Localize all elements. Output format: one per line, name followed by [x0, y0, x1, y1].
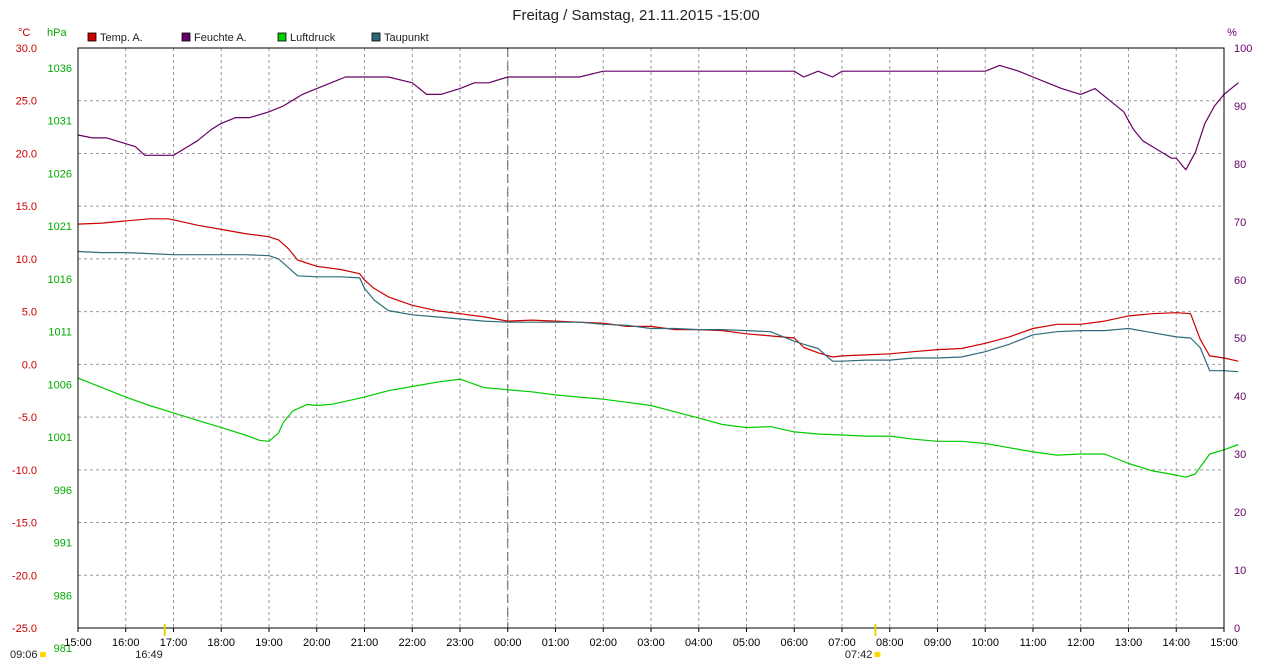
temp-tick-label: 10.0: [16, 254, 37, 266]
x-tick-label: 17:00: [160, 637, 188, 649]
pressure-tick-label: 1016: [48, 274, 72, 286]
chart-title: Freitag / Samstag, 21.11.2015 -15:00: [512, 7, 759, 24]
legend-label: Temp. A.: [100, 32, 143, 44]
pressure-tick-label: 1021: [48, 221, 72, 233]
pressure-tick-label: 986: [54, 590, 72, 602]
x-tick-label: 00:00: [494, 637, 522, 649]
temp-tick-label: 30.0: [16, 43, 37, 55]
series-line-luftdruck: [77, 377, 1239, 478]
x-tick-label: 02:00: [589, 637, 617, 649]
sunrise-sun-icon: [874, 652, 881, 657]
x-tick-label: 21:00: [351, 637, 379, 649]
temp-tick-label: -10.0: [12, 465, 37, 477]
x-tick-label: 07:00: [828, 637, 856, 649]
x-tick-label: 19:00: [255, 637, 283, 649]
x-tick-label: 15:00: [1210, 637, 1238, 649]
humidity-tick-label: 90: [1234, 101, 1246, 113]
humidity-tick-label: 10: [1234, 565, 1246, 577]
x-tick-label: 03:00: [637, 637, 665, 649]
series-lines: [77, 64, 1239, 478]
humidity-tick-label: 40: [1234, 391, 1246, 403]
pressure-tick-label: 1031: [48, 116, 72, 128]
humidity-tick-label: 30: [1234, 449, 1246, 461]
temp-tick-label: 0.0: [22, 359, 37, 371]
humidity-tick-label: 60: [1234, 275, 1246, 287]
x-tick-label: 13:00: [1115, 637, 1143, 649]
pressure-tick-label: 1001: [48, 432, 72, 444]
x-tick-label: 08:00: [876, 637, 904, 649]
x-tick-label: 12:00: [1067, 637, 1095, 649]
legend-swatch: [371, 32, 381, 42]
x-tick-label: 06:00: [780, 637, 808, 649]
humidity-tick-label: 0: [1234, 623, 1240, 635]
legend-swatch: [277, 32, 287, 42]
humidity-tick-label: 50: [1234, 333, 1246, 345]
x-tick-label: 20:00: [303, 637, 331, 649]
legend-label: Taupunkt: [384, 32, 429, 44]
pressure-tick-label: 981: [54, 643, 72, 655]
temp-tick-label: 5.0: [22, 307, 37, 319]
pressure-tick-label: 991: [54, 538, 72, 550]
temp-axis-unit: °C: [18, 27, 30, 39]
plot-border: [77, 47, 1225, 629]
humidity-tick-label: 70: [1234, 217, 1246, 229]
humidity-tick-label: 100: [1234, 43, 1252, 55]
sunset-label: 16:49: [135, 649, 163, 658]
x-tick-label: 10:00: [971, 637, 999, 649]
temp-tick-label: 20.0: [16, 148, 37, 160]
pressure-axis-unit: hPa: [47, 27, 67, 39]
legend-swatch: [181, 32, 191, 42]
pressure-tick-label: 1026: [48, 168, 72, 180]
series-line-feuchte-a: [77, 64, 1239, 171]
daylength-sun-icon: [40, 652, 46, 657]
x-tick-label: 18:00: [207, 637, 235, 649]
pressure-tick-label: 996: [54, 485, 72, 497]
x-tick-label: 14:00: [1162, 637, 1190, 649]
chart-grid: [78, 48, 1224, 628]
x-tick-label: 01:00: [542, 637, 570, 649]
legend-label: Luftdruck: [290, 32, 336, 44]
temp-tick-label: 25.0: [16, 96, 37, 108]
pressure-tick-label: 1011: [48, 327, 72, 339]
x-tick-label: 09:00: [924, 637, 952, 649]
pressure-tick-label: 1036: [48, 63, 72, 75]
sunrise-label: 07:42: [845, 649, 873, 658]
chart-legend: Temp. A. Feuchte A. Luftdruck Taupunkt: [87, 32, 429, 44]
daylength-label: 09:06: [10, 649, 38, 658]
humidity-tick-label: 20: [1234, 507, 1246, 519]
x-tick-label: 22:00: [398, 637, 426, 649]
humidity-tick-label: 80: [1234, 159, 1246, 171]
humidity-axis-unit: %: [1227, 27, 1237, 39]
temp-tick-label: -15.0: [12, 518, 37, 530]
pressure-tick-label: 1006: [48, 379, 72, 391]
temp-tick-label: 15.0: [16, 201, 37, 213]
x-tick-label: 16:00: [112, 637, 140, 649]
series-line-taupunkt: [77, 250, 1239, 373]
legend-swatch: [87, 32, 97, 42]
x-tick-label: 23:00: [446, 637, 474, 649]
temp-tick-label: -20.0: [12, 570, 37, 582]
legend-label: Feuchte A.: [194, 32, 247, 44]
temp-tick-label: -25.0: [12, 623, 37, 635]
x-tick-label: 11:00: [1020, 637, 1047, 649]
time-markers: 09:06 16:49 07:42: [10, 624, 881, 658]
x-tick-label: 05:00: [733, 637, 761, 649]
plot-frame: [77, 47, 1225, 629]
x-tick-label: 04:00: [685, 637, 713, 649]
x-tick-label: 15:00: [64, 637, 92, 649]
temp-tick-label: -5.0: [18, 412, 37, 424]
axis-ticks: 30.0 25.0 20.0 15.0 10.0 5.0 0.0 -5.0 -10.0 -15.0…: [12, 43, 1252, 655]
